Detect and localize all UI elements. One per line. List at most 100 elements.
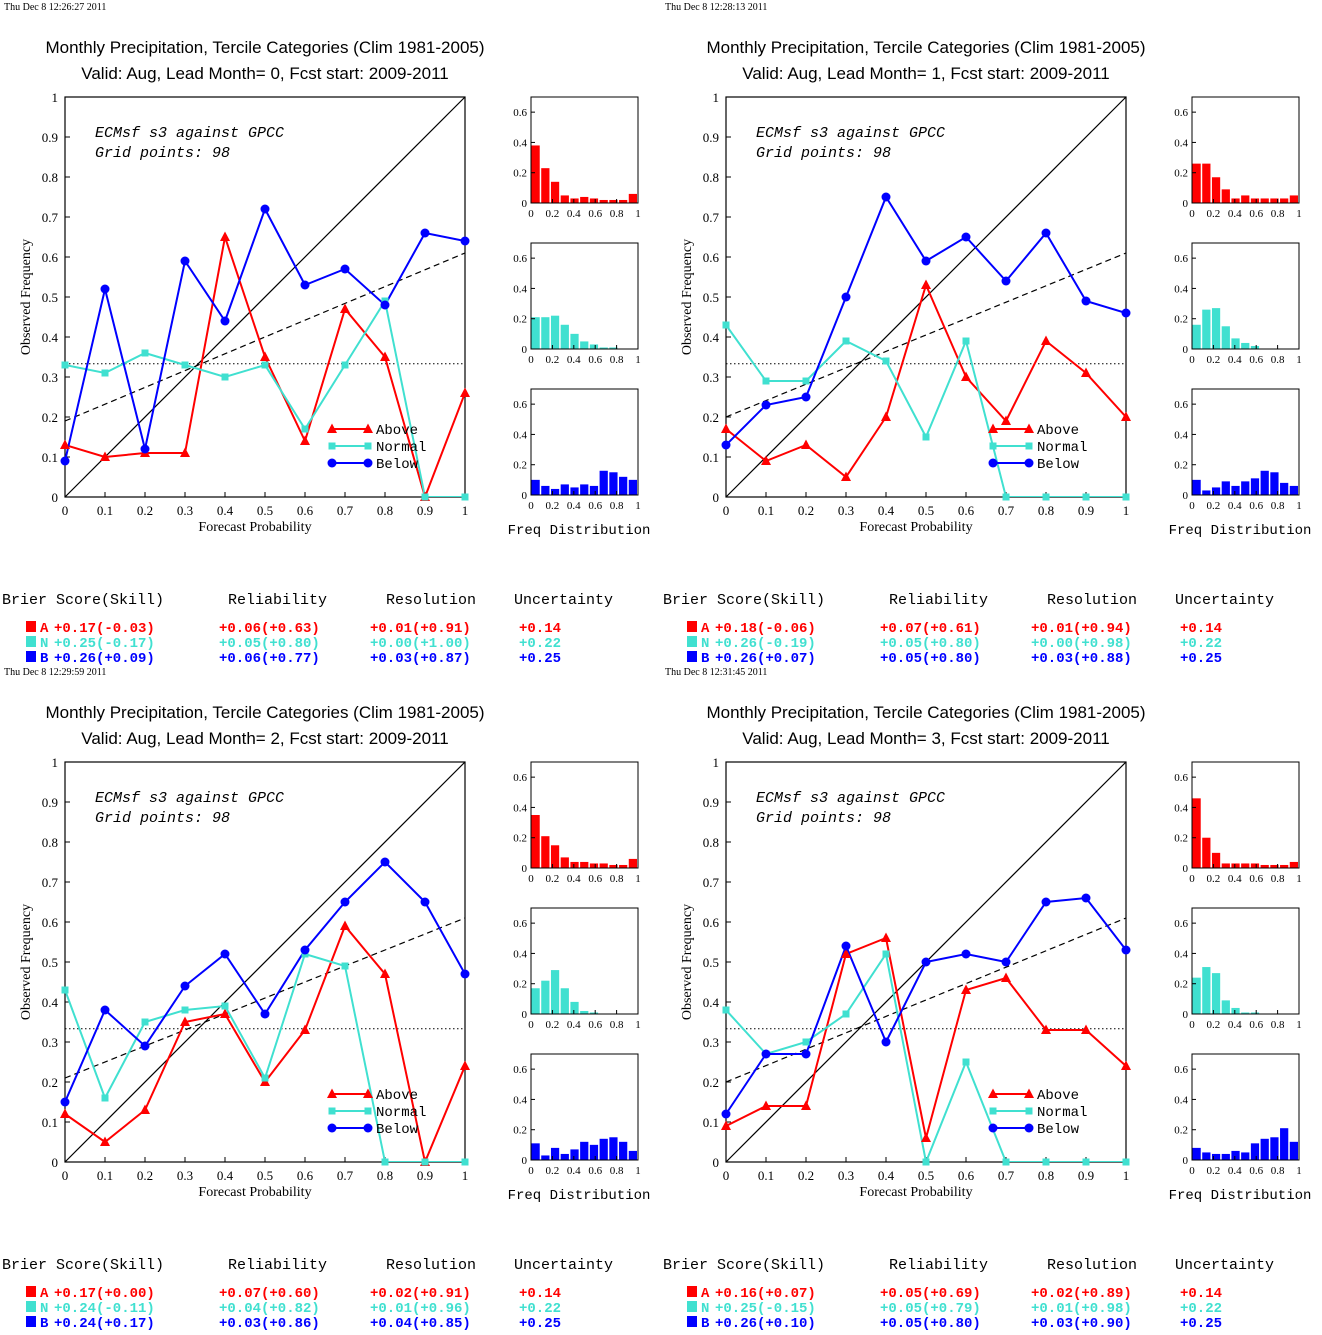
hist-x-tick-label: 0 (1189, 208, 1195, 220)
point-normal (181, 361, 189, 369)
hist-bar (560, 195, 569, 203)
hist-bar (1289, 195, 1298, 203)
hist-bar (589, 344, 599, 349)
hist-y-tick-label: 0 (522, 198, 528, 210)
point-above (220, 1008, 230, 1018)
point-above (60, 439, 70, 449)
hist-bar (1231, 198, 1240, 203)
y-tick-label: 0.5 (703, 955, 719, 970)
hist-bar (1211, 308, 1221, 349)
hist-y-tick-label: 0.6 (1174, 772, 1188, 784)
legend-marker-above (363, 423, 373, 433)
point-normal (61, 361, 69, 369)
uncertainty-value: +0.25 (1180, 651, 1222, 667)
hist-x-tick-label: 0.8 (1271, 500, 1285, 512)
y-tick-label: 0.1 (42, 1115, 58, 1130)
legend-label-above: Above (1037, 423, 1079, 439)
score-header: Reliability (228, 1257, 327, 1274)
hist-y-tick-label: 0.6 (1174, 399, 1188, 411)
legend-marker-normal (328, 1107, 336, 1115)
point-above (1121, 1060, 1131, 1070)
point-below (761, 1049, 771, 1059)
annotation-source: ECMsf s3 against GPCC (756, 125, 945, 142)
histogram-normal: 0 0.2 0.4 0.6 0 0.2 0.4 0.6 0.8 1 (1174, 907, 1302, 1031)
reliability-value: +0.04(+0.82) (219, 1301, 320, 1317)
score-header: Reliability (889, 592, 988, 609)
hist-frame (1191, 242, 1300, 350)
hist-bar (580, 1141, 589, 1160)
hist-bar (541, 836, 550, 868)
x-tick-label: 0.8 (1038, 1168, 1054, 1183)
hist-y-tick-label: 0.6 (513, 253, 527, 265)
hist-x-tick-label: 0.8 (610, 500, 624, 512)
x-tick-label: 0.9 (1078, 503, 1094, 518)
y-tick-label: 0 (713, 490, 720, 505)
point-above (180, 1016, 190, 1026)
reliability-value: +0.06(+0.63) (219, 621, 320, 637)
hist-bar (628, 858, 637, 868)
hist-frame (530, 1053, 639, 1161)
y-tick-label: 0.9 (42, 795, 58, 810)
score-swatch (26, 1286, 36, 1297)
point-normal (762, 377, 770, 385)
y-tick-label: 0.9 (703, 130, 719, 145)
hist-bar (599, 863, 608, 868)
hist-bar (1202, 163, 1211, 203)
hist-frame (1191, 907, 1300, 1015)
point-normal (1002, 493, 1010, 501)
x-axis-label: Forecast Probability (198, 1185, 311, 1200)
hist-x-tick-label: 1 (635, 500, 641, 512)
point-below (140, 1041, 150, 1051)
resolution-value: +0.01(+0.91) (370, 621, 471, 637)
regression-line (725, 917, 1127, 1083)
histogram-above: 0 0.2 0.4 0.6 0 0.2 0.4 0.6 0.8 1 (513, 96, 641, 220)
brier-score-value: +0.26(+0.09) (54, 651, 155, 667)
hist-bar (1241, 1152, 1250, 1160)
x-tick-label: 0.4 (217, 1168, 234, 1183)
hist-bar (550, 181, 560, 203)
hist-bar (1270, 198, 1279, 203)
hist-bar (1270, 864, 1279, 868)
score-swatch (26, 1301, 36, 1312)
x-tick-label: 0.6 (297, 503, 314, 518)
hist-y-tick-label: 0.4 (513, 283, 527, 295)
hist-bar (1192, 977, 1201, 1014)
hist-bar (1250, 1143, 1260, 1160)
hist-bar (1260, 864, 1269, 868)
point-below (300, 280, 310, 290)
hist-bar (1202, 1152, 1211, 1160)
point-above (140, 1104, 150, 1114)
uncertainty-value: +0.25 (519, 1316, 561, 1330)
x-tick-label: 0 (62, 503, 69, 518)
point-above (460, 387, 470, 397)
y-tick-label: 1 (713, 755, 720, 770)
point-above (220, 231, 230, 241)
point-above (1041, 335, 1051, 345)
point-above (721, 1120, 731, 1130)
hist-y-tick-label: 0.4 (513, 137, 527, 149)
hist-y-tick-label: 0.4 (1174, 802, 1188, 814)
hist-x-tick-label: 0 (528, 1019, 534, 1031)
hist-y-tick-label: 0.2 (1174, 314, 1188, 326)
legend-marker-above (1024, 1088, 1034, 1098)
resolution-value: +0.00(+1.00) (370, 636, 471, 652)
legend-label-normal: Normal (376, 440, 426, 456)
point-below (140, 444, 150, 454)
panel-1: Thu Dec 8 12:28:13 2011 Monthly Precipita… (663, 2, 1311, 667)
hist-x-tick-label: 0 (1189, 873, 1195, 885)
point-below (921, 957, 931, 967)
score-swatch (26, 636, 36, 647)
hist-bar (541, 168, 550, 203)
y-tick-label: 1 (52, 755, 59, 770)
point-above (921, 1132, 931, 1142)
hist-bar (1231, 863, 1240, 868)
point-normal (1042, 1158, 1050, 1166)
point-below (1041, 228, 1051, 238)
point-above (881, 411, 891, 421)
point-below (220, 316, 230, 326)
y-tick-label: 0.8 (703, 170, 719, 185)
y-tick-label: 0.7 (42, 210, 59, 225)
point-below (761, 400, 771, 410)
hist-bar (560, 484, 569, 495)
point-below (100, 284, 110, 294)
